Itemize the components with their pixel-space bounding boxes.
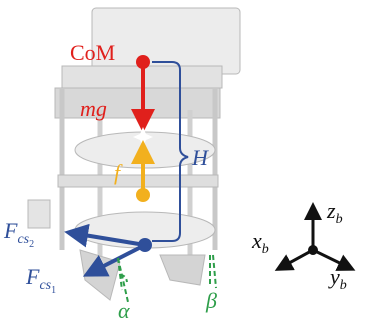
mg-label: mg: [80, 96, 107, 121]
y-axis-label: yb: [328, 264, 347, 293]
com-dot: [136, 55, 150, 69]
com-label: CoM: [70, 40, 115, 65]
h-label: H: [191, 145, 209, 170]
thrust-dot: [136, 188, 150, 202]
robot-body: [28, 8, 240, 300]
beta-label: β: [205, 288, 217, 313]
force-label-1: Fcs1: [25, 264, 56, 296]
z-axis-label: zb: [326, 198, 343, 227]
alpha-label: α: [118, 298, 130, 323]
x-axis-label: xb: [251, 228, 269, 257]
diagram: CoM mg f H Fcs2 Fcs1 α β zb xb yb: [0, 0, 368, 327]
force-dot: [138, 238, 152, 252]
